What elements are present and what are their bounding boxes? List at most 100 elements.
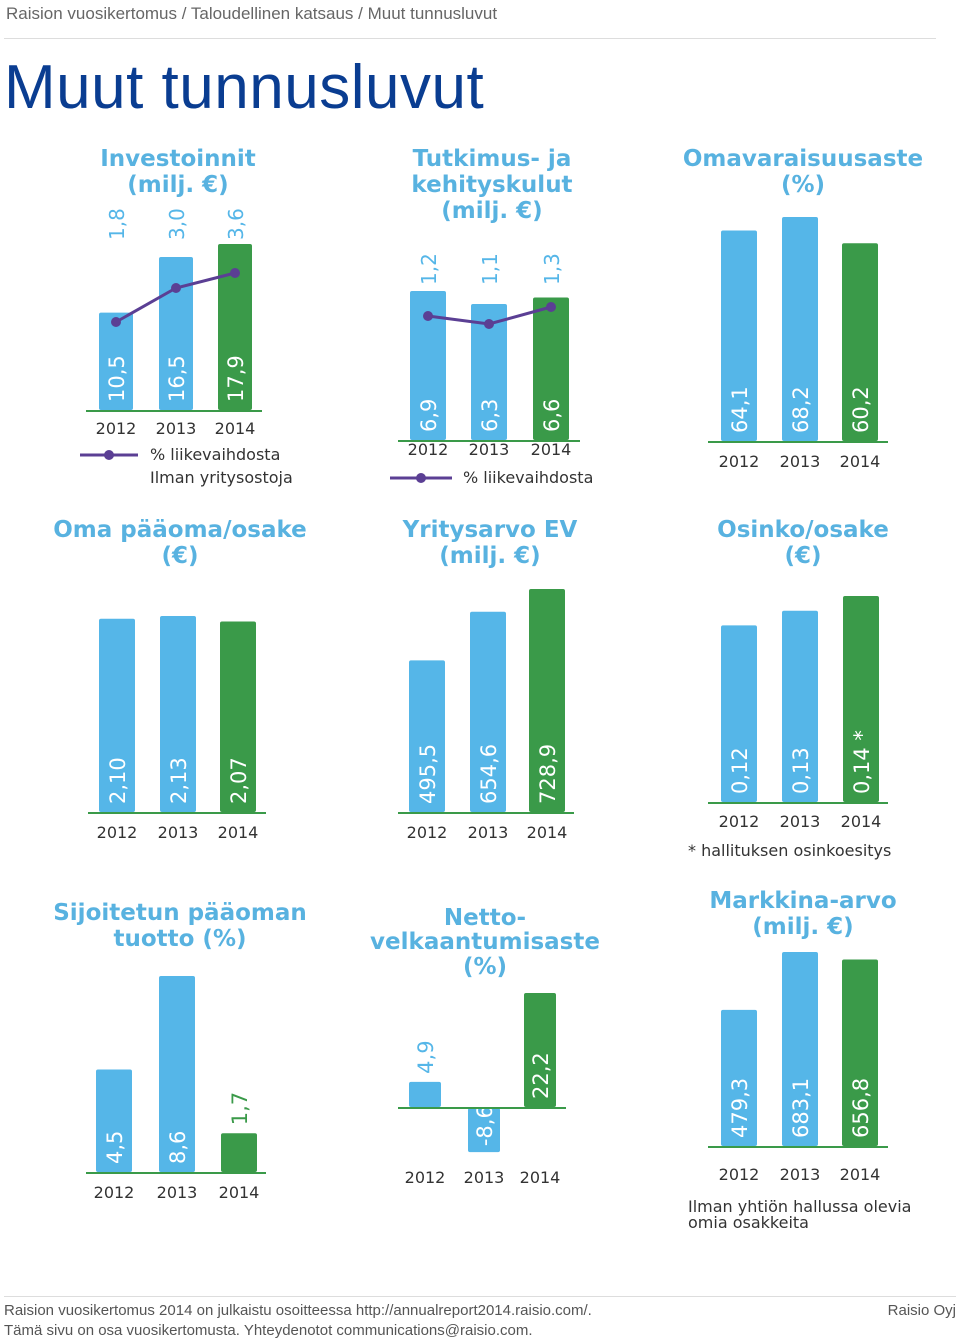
breadcrumb[interactable]: Raision vuosikertomus / Taloudellinen ka… xyxy=(6,4,498,23)
chart-2-line-point xyxy=(546,302,556,312)
footer-divider xyxy=(4,1296,956,1297)
chart-7-bar xyxy=(221,1133,257,1172)
chart-3-category-label: 2012 xyxy=(719,452,760,471)
chart-5-bar xyxy=(409,660,445,812)
chart-1-line-label: 3,6 xyxy=(224,208,248,240)
chart-5-category-label: 2014 xyxy=(527,823,568,842)
chart-6-value-label: 0,14 * xyxy=(850,730,874,794)
chart-1-legend-marker-dot xyxy=(104,450,114,460)
chart-2-legend-label: % liikevaihdosta xyxy=(463,468,593,487)
chart-7-title: Sijoitetun pääoman xyxy=(53,900,307,926)
chart-9-value-label: 656,8 xyxy=(849,1078,873,1138)
chart-9-category-label: 2013 xyxy=(780,1165,821,1184)
chart-1-line-point xyxy=(111,317,121,327)
chart-2-bar xyxy=(471,303,507,440)
chart-3-value-label: 64,1 xyxy=(728,386,752,433)
chart-6-footnote: * hallituksen osinkoesitys xyxy=(688,841,891,860)
chart-1-bar xyxy=(99,312,133,410)
chart-5-title: (milj. €) xyxy=(439,543,540,569)
chart-1-line-label: 3,0 xyxy=(165,208,189,240)
chart-2-line-label: 1,1 xyxy=(478,253,502,285)
chart-2-line-point xyxy=(423,311,433,321)
chart-2-category-label: 2013 xyxy=(469,440,510,459)
chart-8-category-label: 2013 xyxy=(464,1168,505,1187)
chart-7-category-label: 2013 xyxy=(157,1183,198,1202)
chart-1-line-label: 1,8 xyxy=(105,208,129,240)
chart-4-value-label: 2,13 xyxy=(167,757,191,804)
chart-4-bar xyxy=(220,621,256,812)
chart-6-title: Osinko/osake xyxy=(717,517,889,543)
chart-3-value-label: 60,2 xyxy=(849,386,873,433)
chart-8-value-label: -8,6 xyxy=(473,1105,497,1146)
chart-7-value-label: 1,7 xyxy=(228,1092,252,1125)
chart-9-category-label: 2012 xyxy=(719,1165,760,1184)
chart-4-bar xyxy=(99,618,135,812)
chart-6-value-label: 0,12 xyxy=(728,747,752,794)
chart-8-title: (%) xyxy=(463,954,507,980)
footer-brand: Raisio Oyj xyxy=(887,1302,956,1319)
chart-1-line-point xyxy=(171,283,181,293)
chart-3-title: (%) xyxy=(781,172,825,198)
chart-7-value-label: 4,5 xyxy=(103,1131,127,1164)
chart-8-value-label: 4,9 xyxy=(414,1040,438,1073)
page-title: Muut tunnusluvut xyxy=(4,53,485,122)
chart-2-value-label: 6,3 xyxy=(478,399,502,432)
chart-1-legend-label: % liikevaihdosta xyxy=(150,445,280,464)
chart-3-category-label: 2014 xyxy=(840,452,881,471)
footer-publication-note: Raision vuosikertomus 2014 on julkaistu … xyxy=(4,1302,592,1319)
chart-1-value-label: 16,5 xyxy=(165,355,189,402)
chart-5-value-label: 495,5 xyxy=(416,744,440,804)
chart-3-bar xyxy=(842,243,878,441)
chart-9-category-label: 2014 xyxy=(840,1165,881,1184)
chart-1-category-label: 2013 xyxy=(156,419,197,438)
chart-6-bar xyxy=(721,625,757,802)
chart-1-bar xyxy=(218,244,252,410)
chart-2-value-label: 6,9 xyxy=(417,399,441,432)
chart-6-category-label: 2014 xyxy=(841,812,882,831)
chart-4-title: Oma pääoma/osake xyxy=(53,517,307,543)
chart-3-value-label: 68,2 xyxy=(789,386,813,433)
chart-4-category-label: 2012 xyxy=(97,823,138,842)
chart-6-category-label: 2012 xyxy=(719,812,760,831)
chart-7-value-label: 8,6 xyxy=(166,1131,190,1164)
chart-8-title: Netto- xyxy=(444,905,526,931)
chart-6-value-label: 0,13 xyxy=(789,747,813,794)
chart-1-legend-label: Ilman yritysostoja xyxy=(150,468,293,487)
chart-1-category-label: 2014 xyxy=(215,419,256,438)
chart-8-title: velkaantumisaste xyxy=(370,929,600,955)
chart-4-value-label: 2,10 xyxy=(106,757,130,804)
chart-7-category-label: 2012 xyxy=(94,1183,135,1202)
chart-1-value-label: 10,5 xyxy=(105,355,129,402)
chart-9-bar xyxy=(782,952,818,1146)
chart-9-footnote: omia osakkeita xyxy=(688,1213,809,1232)
chart-2-bar xyxy=(533,297,569,440)
chart-7-bar xyxy=(96,1069,132,1172)
chart-8-category-label: 2012 xyxy=(405,1168,446,1187)
chart-2-category-label: 2012 xyxy=(408,440,449,459)
chart-4-category-label: 2014 xyxy=(218,823,259,842)
chart-5-category-label: 2012 xyxy=(407,823,448,842)
chart-9-value-label: 683,1 xyxy=(789,1078,813,1138)
chart-9-title: Markkina-arvo xyxy=(709,888,896,914)
chart-9-footnote: Ilman yhtiön hallussa olevia xyxy=(688,1197,911,1216)
chart-3-category-label: 2013 xyxy=(780,452,821,471)
chart-5-value-label: 728,9 xyxy=(536,744,560,804)
chart-2-title: kehityskulut xyxy=(411,172,572,198)
chart-1-title: (milj. €) xyxy=(127,172,228,198)
chart-1-category-label: 2012 xyxy=(96,419,137,438)
chart-5-bar xyxy=(529,589,565,812)
chart-1-value-label: 17,9 xyxy=(224,355,248,402)
chart-2-legend-marker-dot xyxy=(416,473,426,483)
chart-8-bar xyxy=(468,1108,500,1153)
footer-contact-note: Tämä sivu on osa vuosikertomusta. Yhteyd… xyxy=(4,1322,533,1339)
chart-2-value-label: 6,6 xyxy=(540,399,564,432)
chart-5-value-label: 654,6 xyxy=(477,744,501,804)
chart-9-title: (milj. €) xyxy=(752,914,853,940)
chart-5-bar xyxy=(470,611,506,812)
chart-2-title: Tutkimus- ja xyxy=(413,146,572,172)
chart-2-category-label: 2014 xyxy=(531,440,572,459)
chart-7-bar xyxy=(159,976,195,1172)
chart-6-title: (€) xyxy=(784,543,821,569)
chart-9-value-label: 479,3 xyxy=(728,1078,752,1138)
chart-3-bar xyxy=(721,230,757,441)
